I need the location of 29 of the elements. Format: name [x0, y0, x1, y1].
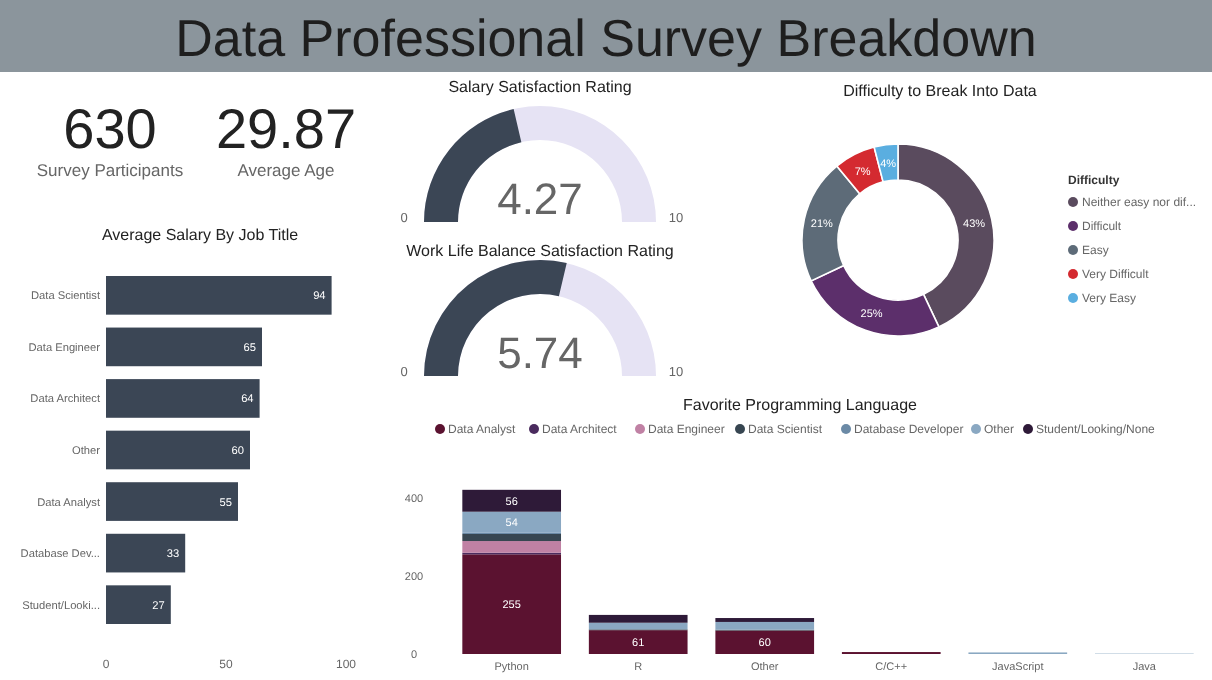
- text: 630: [63, 98, 157, 160]
- text: Salary Satisfaction Rating: [448, 78, 632, 96]
- bar: [462, 489, 562, 512]
- chart-title: Favorite Programming Language: [683, 396, 919, 414]
- bar: [588, 622, 688, 630]
- bar: [588, 614, 688, 623]
- bar: [106, 585, 171, 624]
- bar: [462, 511, 562, 533]
- text: 4.27: [497, 174, 583, 224]
- bar: [106, 276, 332, 315]
- bar: [462, 554, 562, 654]
- text: Survey Participants: [36, 160, 184, 180]
- bar: [588, 630, 688, 654]
- chart-title: Difficulty to Break Into Data: [843, 82, 1038, 100]
- bar: [715, 630, 815, 654]
- text: 5.74: [497, 328, 583, 378]
- text: Work Life Balance Satisfaction Rating: [406, 242, 674, 260]
- text: Average Age: [237, 160, 336, 180]
- text: 29.87: [215, 98, 357, 160]
- bar: [106, 430, 250, 470]
- bar: [462, 541, 562, 553]
- bar: [715, 621, 815, 630]
- bar: [106, 327, 262, 367]
- bar: [106, 379, 260, 418]
- bar: [106, 533, 186, 573]
- chart-title: Average Salary By Job Title: [101, 226, 300, 244]
- bar: [106, 482, 238, 521]
- bar: [462, 533, 562, 542]
- text: Data Professional Survey Breakdown: [175, 8, 1037, 68]
